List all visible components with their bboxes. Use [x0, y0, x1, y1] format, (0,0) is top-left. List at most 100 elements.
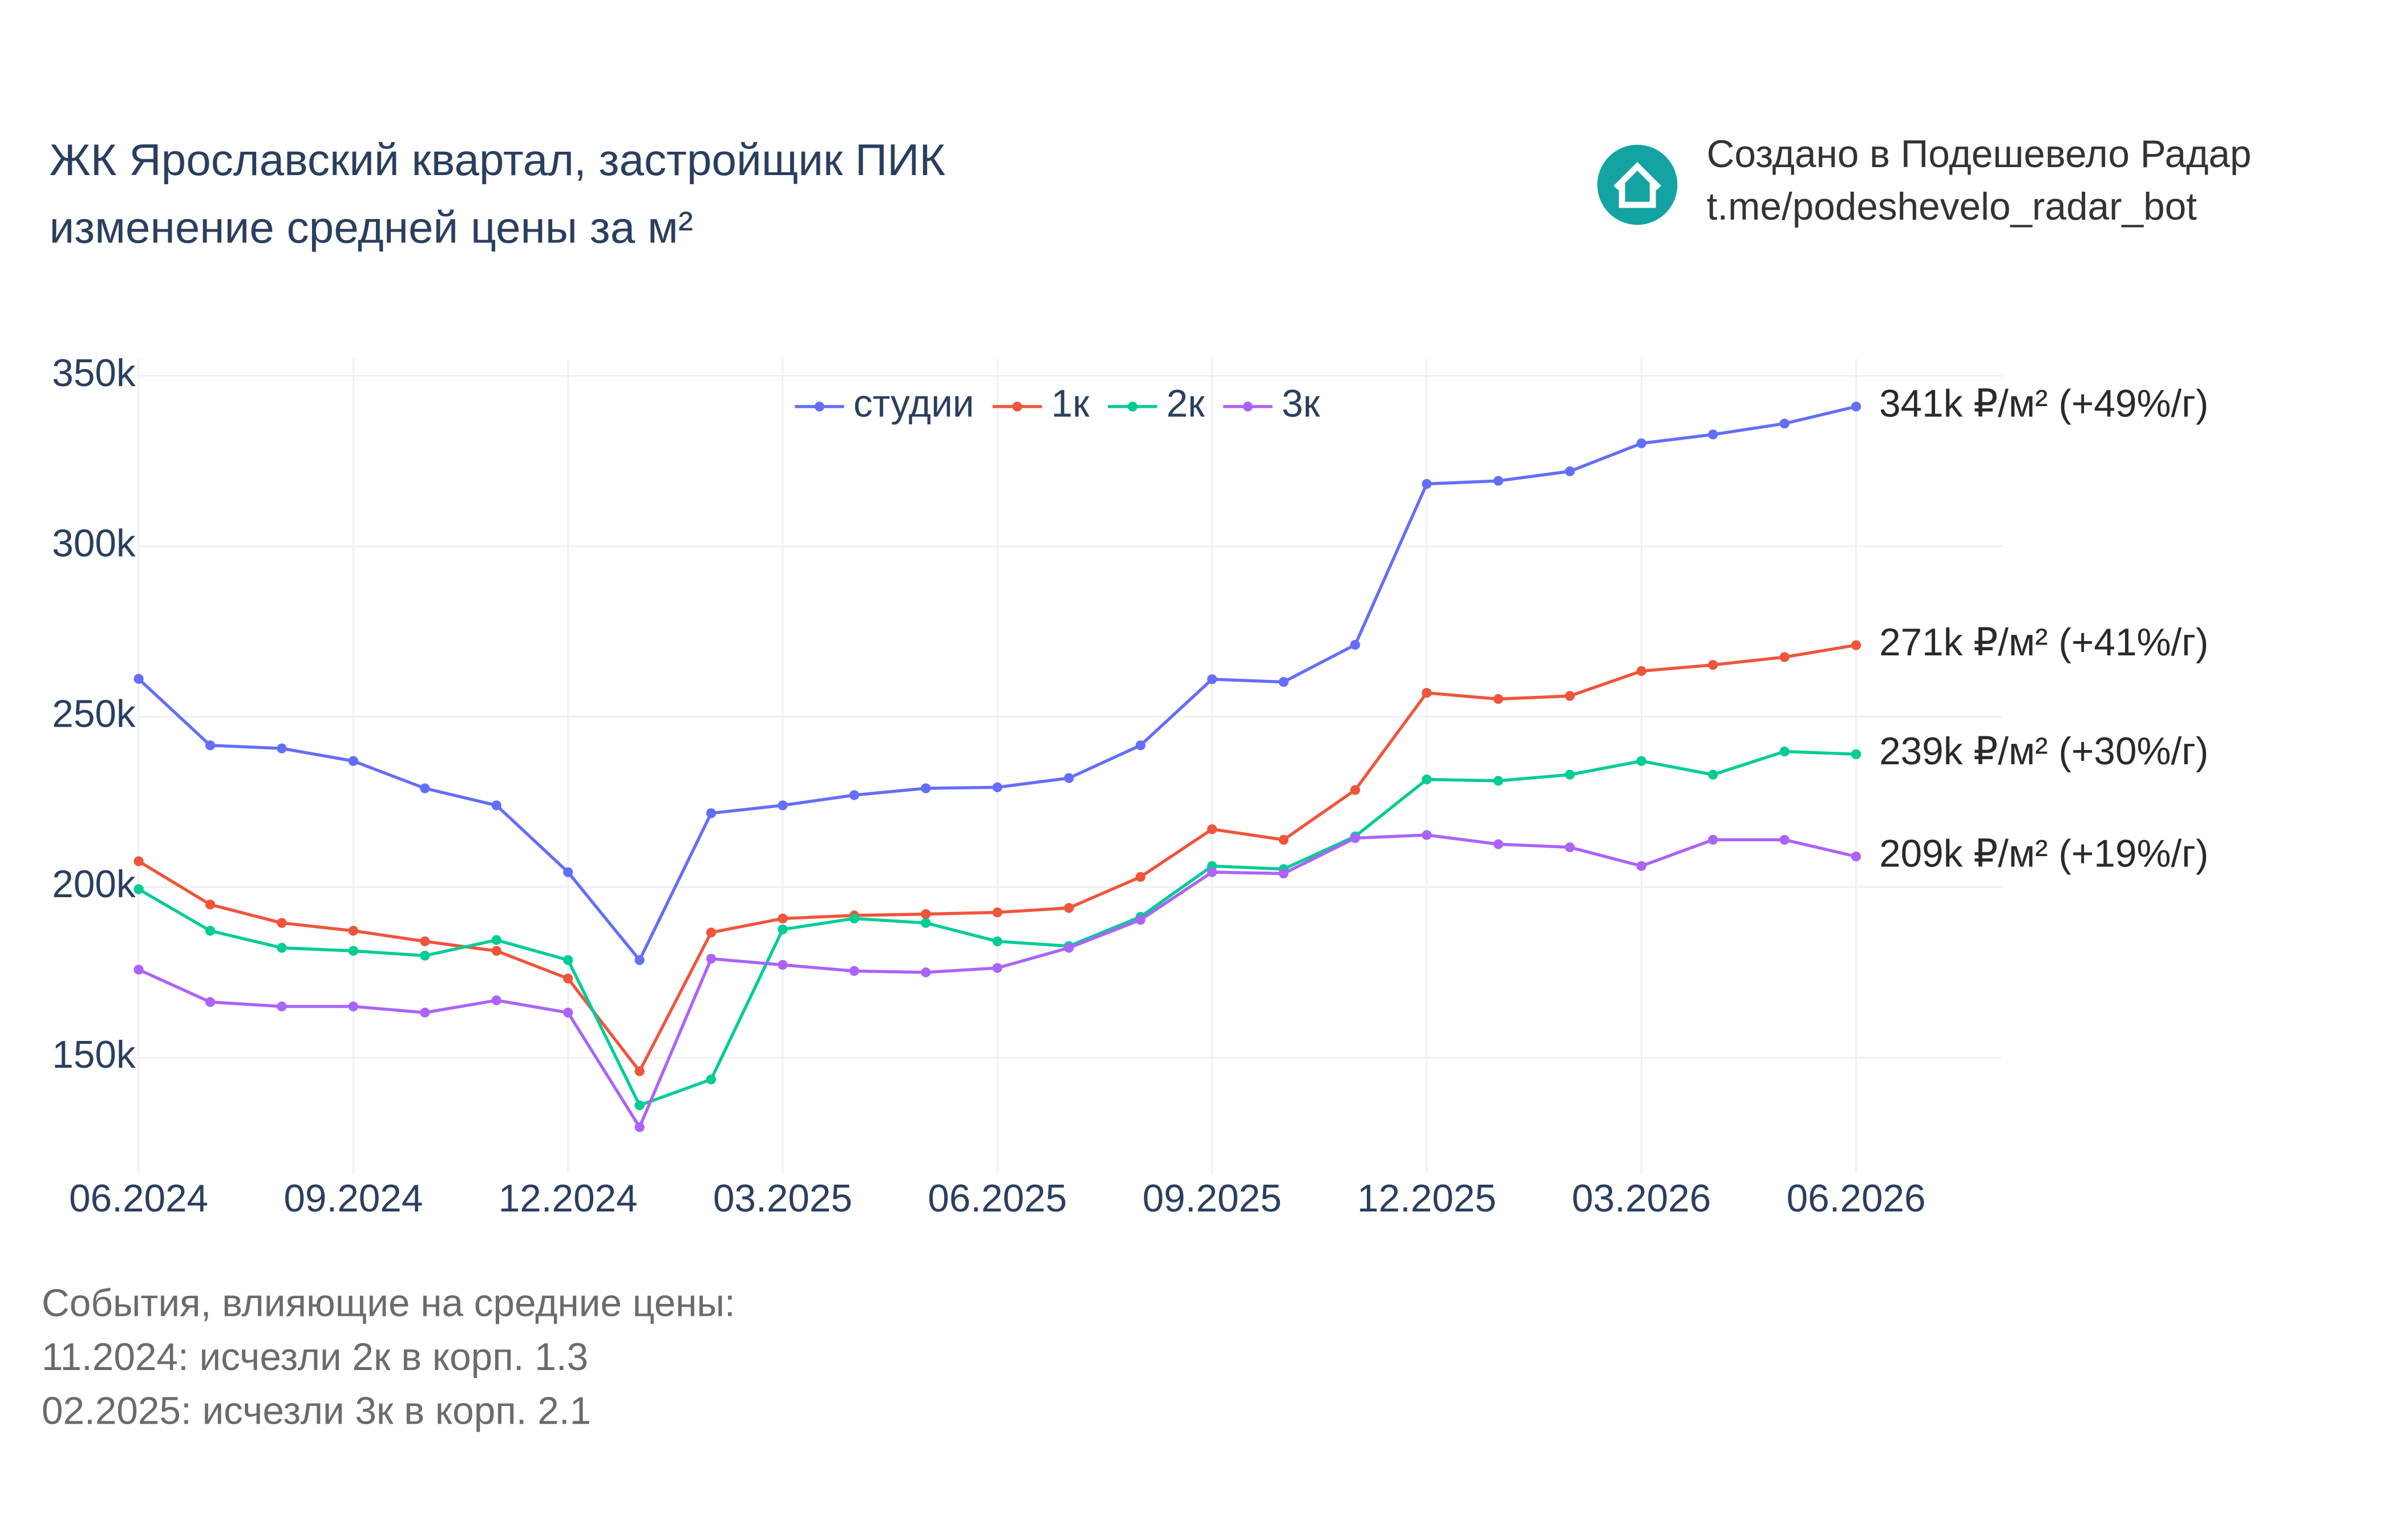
- y-tick-label: 300k: [52, 522, 136, 565]
- point: [1636, 756, 1646, 766]
- point: [706, 808, 717, 818]
- point: [133, 964, 144, 975]
- point: [1135, 740, 1146, 751]
- point: [1851, 851, 1861, 862]
- point: [133, 674, 144, 684]
- point: [921, 783, 931, 793]
- x-tick-label: 12.2025: [1357, 1177, 1496, 1220]
- point: [133, 856, 144, 866]
- point: [1708, 834, 1718, 845]
- end-label: 341k ₽/м² (+49%/г): [1879, 383, 2208, 425]
- point: [1779, 419, 1790, 429]
- point: [1493, 476, 1504, 486]
- point: [420, 783, 430, 793]
- grid: [137, 359, 2003, 1174]
- point: [491, 946, 501, 956]
- point: [992, 936, 1002, 947]
- point: [921, 967, 931, 978]
- point: [420, 936, 430, 947]
- point: [849, 790, 860, 800]
- point: [849, 966, 860, 976]
- point: [491, 800, 501, 810]
- credit: Создано в Подешевело Радар: [1707, 133, 2252, 176]
- point: [1565, 466, 1575, 476]
- x-tick-label: 06.2025: [928, 1177, 1067, 1220]
- point: [706, 954, 717, 964]
- x-tick-label: 03.2026: [1572, 1177, 1711, 1220]
- notes-title: События, влияющие на средние цены:: [42, 1282, 735, 1324]
- x-tick-label: 06.2026: [1787, 1177, 1926, 1220]
- legend-item[interactable]: 2к: [1108, 383, 1205, 425]
- point: [921, 909, 931, 919]
- point: [1350, 833, 1361, 843]
- y-tick-label: 250k: [52, 692, 136, 735]
- legend-label: 2к: [1167, 383, 1205, 425]
- point: [1493, 694, 1504, 704]
- end-label: 239k ₽/м² (+30%/г): [1879, 730, 2208, 773]
- point: [1422, 830, 1432, 840]
- x-tick-label: 09.2024: [284, 1177, 423, 1220]
- point: [277, 918, 287, 928]
- point: [205, 899, 216, 910]
- point: [1207, 824, 1217, 834]
- point: [1565, 691, 1575, 701]
- point: [1350, 639, 1361, 650]
- legend-item[interactable]: студии: [795, 383, 974, 425]
- y-tick-label: 150k: [52, 1034, 136, 1076]
- point: [1851, 640, 1861, 650]
- legend-label: 1к: [1051, 383, 1090, 425]
- x-tick-label: 12.2024: [499, 1177, 638, 1220]
- point: [778, 913, 788, 924]
- x-tick-label: 09.2025: [1143, 1177, 1282, 1220]
- legend-label: студии: [853, 383, 974, 425]
- point: [706, 1074, 717, 1085]
- point: [420, 1007, 430, 1018]
- point: [634, 955, 645, 965]
- point: [277, 943, 287, 953]
- point: [133, 884, 144, 894]
- point: [1422, 688, 1432, 698]
- point: [277, 743, 287, 753]
- point: [849, 913, 860, 924]
- point: [1779, 834, 1790, 845]
- note: 11.2024: исчезли 2к в корп. 1.3: [42, 1336, 588, 1379]
- chart-title: ЖК Ярославский квартал, застройщик ПИК: [49, 135, 945, 185]
- legend-label: 3к: [1282, 383, 1321, 425]
- point: [1708, 769, 1718, 780]
- point: [1493, 776, 1504, 786]
- point: [563, 867, 573, 877]
- point: [1636, 666, 1646, 676]
- point: [1851, 402, 1861, 412]
- point: [1064, 943, 1074, 953]
- point: [1278, 676, 1289, 687]
- point: [1779, 746, 1790, 757]
- point: [634, 1122, 645, 1132]
- point: [1207, 867, 1217, 877]
- point: [205, 997, 216, 1007]
- point: [277, 1001, 287, 1012]
- legend-item[interactable]: 3к: [1223, 383, 1320, 425]
- point: [1422, 774, 1432, 785]
- x-tick-label: 03.2025: [713, 1177, 852, 1220]
- note: 02.2025: исчезли 3к в корп. 2.1: [42, 1389, 591, 1432]
- legend-item[interactable]: 1к: [993, 383, 1090, 425]
- point: [778, 800, 788, 810]
- point: [706, 927, 717, 938]
- point: [1207, 674, 1217, 684]
- point: [348, 926, 359, 936]
- point: [205, 740, 216, 751]
- point: [1135, 872, 1146, 882]
- end-label: 271k ₽/м² (+41%/г): [1879, 621, 2208, 664]
- point: [205, 926, 216, 936]
- end-label: 209k ₽/м² (+19%/г): [1879, 832, 2208, 875]
- point: [1779, 652, 1790, 662]
- point: [1278, 868, 1289, 879]
- point: [1565, 842, 1575, 853]
- point: [992, 907, 1002, 918]
- point: [992, 782, 1002, 792]
- point: [491, 935, 501, 945]
- point: [491, 995, 501, 1006]
- credit-link[interactable]: t.me/podeshevelo_radar_bot: [1707, 185, 2197, 228]
- point: [778, 960, 788, 970]
- point: [1350, 785, 1361, 795]
